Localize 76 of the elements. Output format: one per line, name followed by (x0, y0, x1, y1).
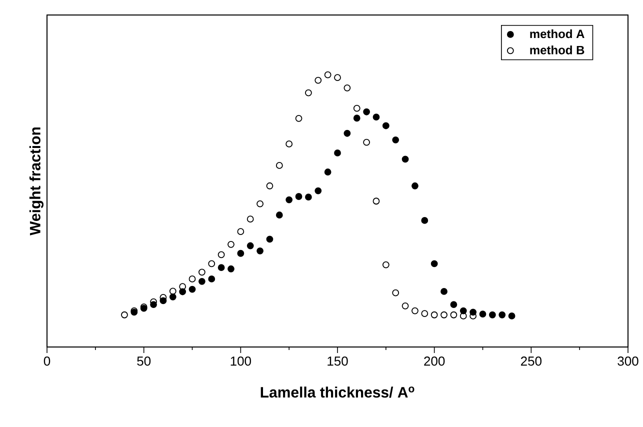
point (169, 288, 176, 295)
x-tick-label: 0 (44, 356, 50, 366)
point (188, 276, 196, 282)
point (305, 194, 312, 200)
point (237, 250, 244, 257)
point (450, 311, 458, 318)
point (382, 122, 390, 130)
x-tick-label: 100 (230, 356, 252, 366)
point (382, 261, 390, 268)
point (412, 182, 418, 190)
point (305, 89, 312, 96)
point (198, 278, 206, 285)
point (228, 265, 234, 272)
point (276, 162, 283, 169)
point (246, 242, 254, 250)
point (237, 228, 244, 236)
point (198, 268, 206, 276)
point (372, 198, 380, 205)
point (276, 212, 283, 218)
point (344, 130, 351, 137)
point (353, 114, 360, 122)
point (324, 168, 332, 176)
legend-label: method B (530, 46, 584, 54)
x-tick-label: 200 (424, 356, 445, 366)
point (412, 307, 418, 314)
point (440, 311, 448, 318)
point (208, 260, 216, 268)
x-axis-title: Lamella thickness/ A$^{o}$ (260, 386, 414, 398)
point (363, 138, 370, 146)
point (440, 288, 448, 295)
point (421, 310, 428, 317)
point (169, 293, 176, 300)
point (488, 311, 496, 318)
x-tick-label: 50 (137, 356, 151, 366)
point (479, 310, 486, 318)
point (218, 264, 225, 271)
point (344, 84, 351, 92)
point (372, 114, 380, 120)
point (402, 156, 409, 163)
point (421, 216, 428, 224)
point (295, 114, 302, 122)
point (460, 312, 467, 320)
point (286, 140, 293, 148)
point (430, 311, 438, 318)
point (430, 260, 438, 268)
point (179, 283, 186, 290)
x-tick-label: 300 (618, 356, 638, 366)
point (228, 240, 234, 248)
y-axis-title: Weight fraction (29, 127, 44, 236)
point (218, 251, 225, 258)
point (266, 236, 274, 243)
point (392, 289, 400, 296)
point (363, 108, 370, 116)
point (334, 74, 341, 82)
point (286, 196, 293, 204)
point (314, 76, 322, 84)
point (353, 104, 360, 112)
point (508, 312, 516, 320)
point (392, 136, 400, 144)
point (266, 182, 274, 190)
legend-label: method A (530, 29, 584, 38)
point (334, 150, 341, 156)
point (188, 286, 196, 293)
point (402, 302, 409, 310)
point (208, 276, 216, 282)
point (450, 301, 458, 308)
x-tick-label: 150 (328, 356, 348, 366)
point (498, 311, 506, 318)
point (314, 187, 322, 194)
x-tick-label: 250 (520, 356, 542, 366)
point (246, 216, 254, 223)
point (256, 247, 264, 254)
point (121, 311, 128, 318)
point (295, 193, 302, 200)
point (324, 71, 332, 78)
point (256, 200, 264, 208)
